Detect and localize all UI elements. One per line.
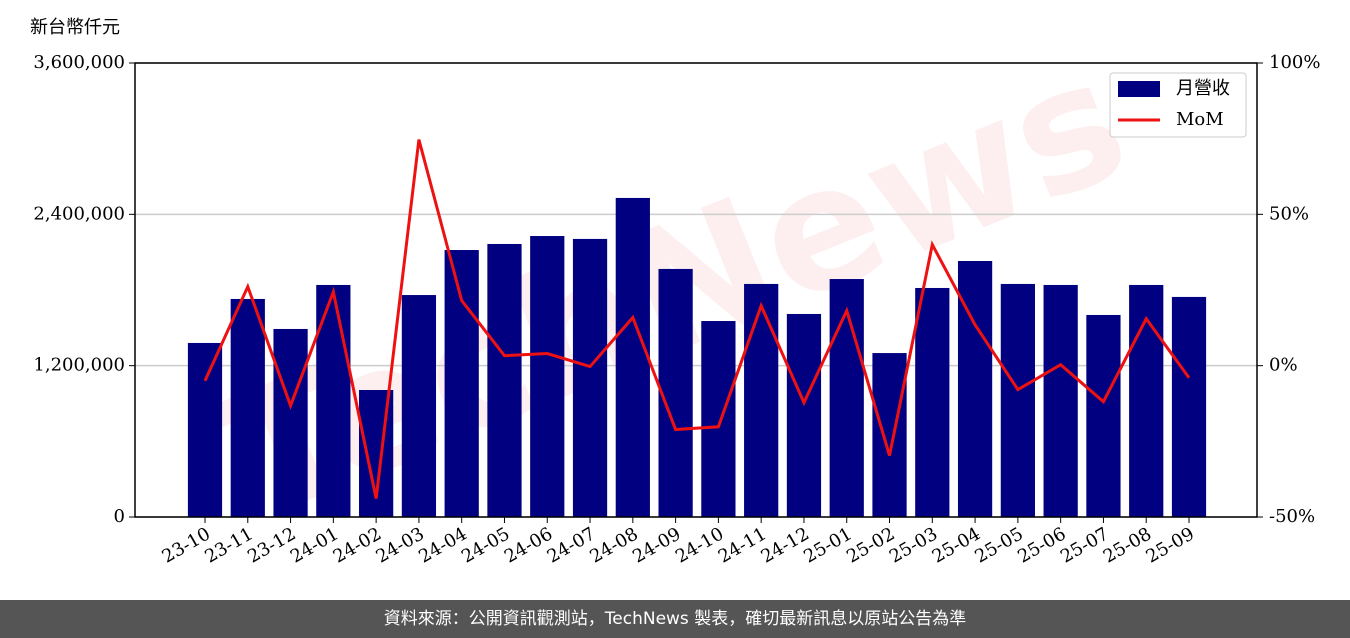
y-axis-label: 新台幣仟元: [30, 17, 120, 38]
x-tick-label: 25-03: [886, 523, 941, 567]
y-tick-label: 3,600,000: [33, 52, 125, 73]
x-tick-label: 24-04: [415, 523, 470, 567]
x-tick-label: 24-07: [544, 523, 599, 567]
x-tick-label: 25-02: [843, 523, 898, 567]
bar: [273, 328, 308, 517]
bar: [829, 279, 864, 517]
x-tick-label: 24-08: [586, 523, 641, 567]
bar: [786, 313, 822, 517]
y-tick-label: 0: [114, 506, 125, 527]
x-tick-label: 23-11: [201, 523, 256, 567]
y-tick-label: 1,200,000: [33, 355, 125, 376]
x-tick-label: 24-10: [672, 523, 727, 567]
x-tick-label: 25-07: [1057, 523, 1112, 567]
legend-label: MoM: [1176, 109, 1224, 130]
bar: [444, 250, 479, 518]
bar: [701, 321, 736, 517]
bar: [1086, 314, 1121, 517]
legend-label: 月營收: [1176, 78, 1230, 99]
bar: [1043, 284, 1078, 517]
x-tick-label: 25-06: [1014, 523, 1069, 567]
bar: [744, 283, 779, 517]
y-tick-label: 2,400,000: [33, 203, 125, 224]
bar: [872, 353, 907, 517]
bar: [1129, 284, 1164, 517]
bar: [915, 287, 950, 517]
x-tick-label: 24-06: [501, 523, 556, 567]
y2-tick-label: 0%: [1269, 355, 1298, 376]
footer: 資料來源：公開資訊觀測站，TechNews 製表，確切最新訊息以原站公告為準: [384, 609, 966, 629]
x-tick-label: 25-08: [1100, 523, 1155, 567]
y2-tick-label: 50%: [1269, 203, 1309, 224]
plot-frame: [134, 62, 1258, 518]
x-tick-label: 24-09: [629, 523, 684, 567]
bar: [230, 298, 265, 517]
bar: [658, 268, 693, 517]
y2-tick-label: -50%: [1269, 506, 1315, 527]
x-tick-label: 25-09: [1143, 523, 1198, 567]
x-tick-label: 24-11: [715, 523, 770, 567]
x-tick-label: 25-04: [929, 523, 984, 567]
x-tick-label: 24-05: [458, 523, 513, 567]
legend-swatch: [1118, 81, 1160, 97]
bar: [1171, 296, 1207, 517]
mom-line: [203, 139, 1191, 499]
y2-tick-label: 100%: [1269, 52, 1320, 73]
bar: [572, 238, 608, 518]
x-tick-label: 24-12: [758, 523, 813, 567]
x-tick-label: 25-01: [800, 523, 855, 567]
footer-bar: [0, 600, 1350, 638]
x-tick-label: 25-05: [971, 523, 1026, 567]
bar: [487, 243, 522, 517]
x-tick-label: 24-03: [372, 523, 427, 567]
bar: [530, 236, 565, 517]
bar: [1000, 283, 1035, 517]
bar: [401, 295, 437, 517]
x-tick-label: 23-10: [159, 523, 214, 567]
bar: [615, 197, 650, 517]
bar: [187, 342, 223, 517]
